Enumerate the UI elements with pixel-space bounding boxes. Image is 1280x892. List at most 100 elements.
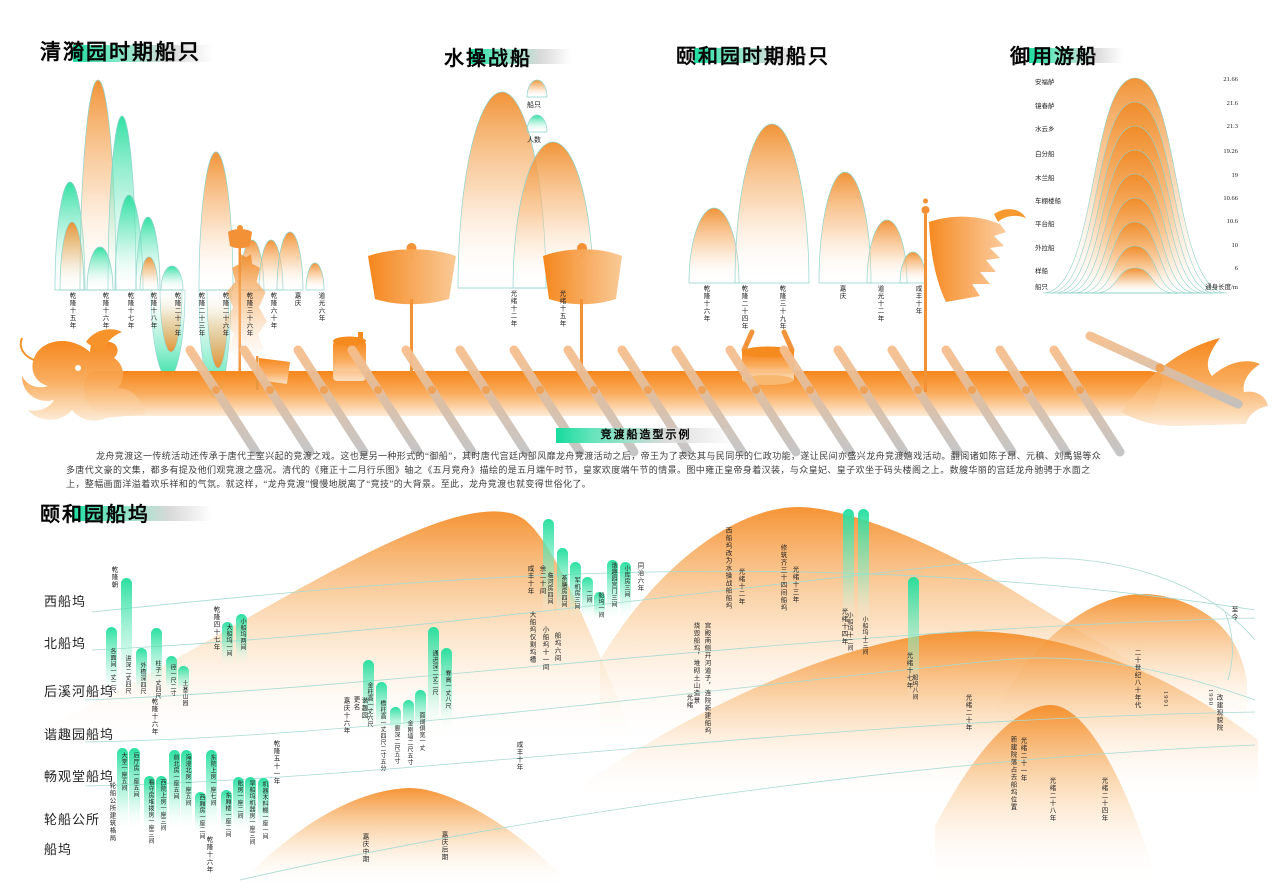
dock-bar bbox=[258, 778, 269, 833]
dock-bar bbox=[403, 700, 414, 734]
dock-bar bbox=[594, 592, 605, 621]
oar-pivot bbox=[860, 386, 868, 394]
dragon-eye bbox=[75, 365, 81, 371]
oar bbox=[185, 345, 261, 457]
oar bbox=[995, 345, 1071, 457]
dock-bar bbox=[428, 627, 439, 734]
oar-pivot bbox=[698, 386, 706, 394]
canopy-pole bbox=[410, 299, 413, 373]
timeline-curve bbox=[1224, 611, 1233, 681]
dock-bar bbox=[136, 648, 147, 694]
oar bbox=[941, 345, 1017, 457]
data-peak bbox=[734, 123, 810, 284]
feather-banner bbox=[225, 254, 267, 376]
data-peak bbox=[818, 171, 872, 284]
oar bbox=[293, 345, 369, 457]
oar-pivot bbox=[482, 386, 490, 394]
dock-bar bbox=[363, 660, 374, 734]
standard-top bbox=[228, 229, 252, 249]
oar-pivot bbox=[320, 386, 328, 394]
oar-pivot bbox=[644, 386, 652, 394]
oar bbox=[455, 345, 531, 457]
dock-bar bbox=[607, 560, 618, 620]
data-peak bbox=[305, 262, 325, 291]
oar bbox=[725, 345, 801, 457]
dragon-head bbox=[19, 329, 146, 421]
timeline-curve bbox=[84, 711, 1256, 787]
dock-bar bbox=[858, 509, 869, 629]
dock-bar bbox=[121, 578, 132, 694]
dock-bar bbox=[129, 748, 140, 832]
oar bbox=[779, 345, 855, 457]
dock-bar bbox=[843, 509, 854, 629]
data-peak bbox=[198, 151, 234, 291]
oar-pivot bbox=[1076, 386, 1084, 394]
paragraph-line: 龙舟竞渡这一传统活动还传承于唐代王室兴起的竞渡之戏。这也是另一种形式的“御船”，… bbox=[96, 451, 1102, 461]
dragon-whisker bbox=[19, 337, 35, 361]
dock-bar bbox=[390, 707, 401, 734]
dock-bar bbox=[233, 777, 244, 833]
boat-caption-bar: 竞渡船造型示例 bbox=[556, 428, 736, 443]
boat-caption: 竞渡船造型示例 bbox=[600, 429, 692, 441]
dock-bar bbox=[151, 628, 162, 694]
mountain-shape bbox=[935, 704, 1158, 884]
oar-pivot bbox=[1022, 386, 1030, 394]
drumstick bbox=[781, 329, 795, 353]
dock-bar bbox=[582, 577, 593, 620]
dock-bar bbox=[415, 690, 426, 734]
dock-chart bbox=[40, 506, 1258, 888]
canopy-shade bbox=[368, 249, 456, 305]
oar-pivot bbox=[1155, 363, 1165, 373]
drumstick bbox=[741, 329, 755, 353]
timeline-curve bbox=[91, 570, 1256, 613]
section-title-qingyi: 清漪园时期船只 bbox=[40, 40, 201, 64]
flag-pole bbox=[924, 214, 927, 392]
title-highlight-yuyong bbox=[1029, 48, 1123, 63]
dock-bar bbox=[376, 682, 387, 734]
oar bbox=[887, 345, 963, 457]
oar-pivot bbox=[806, 386, 814, 394]
dock-bar bbox=[206, 750, 217, 832]
title-highlight-dock bbox=[72, 506, 212, 521]
oar bbox=[401, 345, 477, 457]
banner-flag bbox=[929, 216, 1006, 302]
data-peak bbox=[526, 114, 548, 133]
dock-bar bbox=[156, 776, 167, 834]
oar-pivot bbox=[536, 386, 544, 394]
dock-bar bbox=[169, 750, 180, 832]
canopy-pole bbox=[580, 299, 583, 375]
data-peak bbox=[139, 256, 159, 291]
oar-pivot bbox=[266, 386, 274, 394]
data-peak bbox=[276, 231, 304, 291]
data-valley bbox=[159, 289, 183, 353]
period-charts bbox=[54, 79, 927, 399]
section-title-dock: 颐和园船坞 bbox=[40, 504, 150, 526]
dock-bar bbox=[441, 648, 452, 734]
oar bbox=[347, 345, 423, 457]
dock-bar bbox=[543, 519, 554, 619]
nested-peak bbox=[1094, 267, 1176, 294]
flag-curl bbox=[994, 209, 1026, 222]
oar bbox=[1049, 345, 1125, 457]
dock-bar bbox=[557, 548, 568, 620]
oar-pivot bbox=[590, 386, 598, 394]
dock-bar bbox=[117, 748, 128, 832]
paragraph-line: 多唐代文豪的文集，都多有提及他们观竞渡之盛况。清代的《雍正十二月行乐图》轴之《五… bbox=[66, 464, 1091, 475]
oar-pivot bbox=[428, 386, 436, 394]
data-peak bbox=[86, 246, 114, 291]
data-peak bbox=[160, 265, 184, 291]
dock-bar bbox=[221, 790, 232, 834]
dock-bar bbox=[245, 777, 256, 833]
timeline-curve bbox=[84, 617, 1256, 701]
dock-bar bbox=[178, 666, 189, 694]
description-paragraph: 龙舟竞渡这一传统活动还传承于唐代王室兴起的竞渡之戏。这也是另一种形式的“御船”，… bbox=[66, 450, 1218, 491]
timeline-curve bbox=[239, 744, 1256, 881]
oar bbox=[239, 345, 315, 457]
section-title-shuicao: 水操战船 bbox=[444, 48, 532, 70]
oar-pivot bbox=[212, 386, 220, 394]
dragon-horn bbox=[86, 329, 122, 354]
dock-bar bbox=[181, 750, 192, 832]
oar-pivot bbox=[752, 386, 760, 394]
